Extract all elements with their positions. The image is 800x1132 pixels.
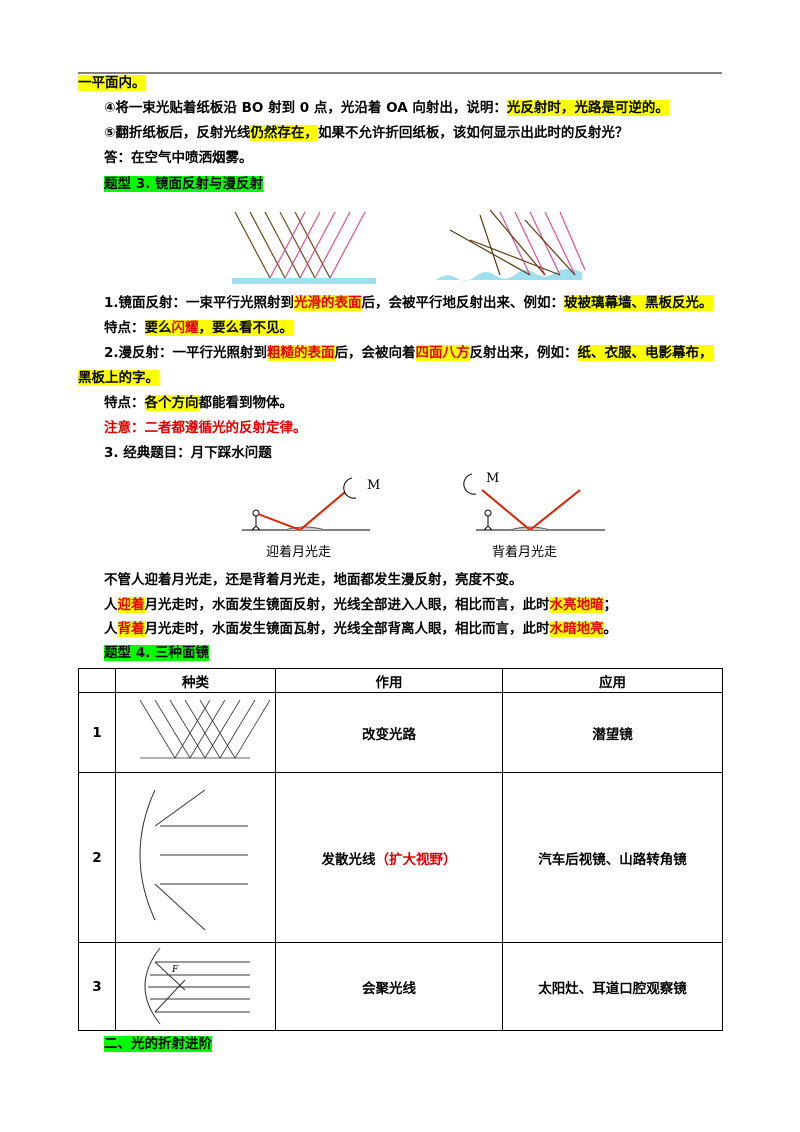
text: 1.镜面反射：一束平行光照射到 [104, 295, 295, 311]
moon-diagram [242, 473, 605, 531]
text: 不管人迎着月光走，还是背着月光走，地面都发生漫反射，亮度不变。 [104, 572, 523, 588]
text: 迎着 [117, 597, 145, 613]
text: 后，会被平行地反射出来、例如： [361, 295, 565, 311]
cell: 会聚光线 [275, 942, 503, 1031]
text: ； [603, 597, 618, 613]
text: 都能看到物体。 [198, 395, 294, 411]
text: 光滑的表面 [294, 295, 362, 311]
text: 人 [104, 597, 118, 613]
text: 四面八方 [415, 345, 470, 361]
text: 注意：二者都遵循光的反射定律。 [104, 420, 307, 436]
text: 仍然存在， [250, 125, 318, 141]
text: 发散光线 [321, 851, 376, 868]
text: 。 [603, 621, 618, 637]
cell: 太阳灶、耳道口腔观察镜 [502, 942, 723, 1031]
moon-label: M [367, 478, 380, 493]
text: ，要么看不见。 [198, 320, 293, 336]
text: 背着 [117, 621, 145, 637]
header-cell: 种类 [115, 668, 276, 693]
text: 闪耀 [171, 320, 199, 336]
text: ④将一束光贴着纸板沿 BO 射到 0 点，光沿着 OA 向射出，说明： [104, 100, 507, 116]
diffuse-diagram [436, 209, 586, 281]
cell: 2 [78, 772, 116, 943]
text: 光反射时，光路是可逆的。 [506, 100, 669, 116]
moon-label: M [486, 471, 499, 486]
text: 反射出来，例如： [469, 345, 578, 361]
text: 如果不允许折回纸板，该如何显示出此时的反射光？ [317, 125, 629, 141]
text: 玻被璃幕墙、黑板反光。 [564, 295, 713, 311]
text: 黑板上的字。 [78, 370, 159, 386]
specular-diagram [232, 211, 376, 284]
diagram-cell [115, 772, 276, 943]
text: 各个方向 [144, 395, 199, 411]
text: 水暗地亮 [549, 621, 604, 637]
header-cell [78, 668, 116, 693]
text: 纸、衣服、电影幕布， [577, 345, 713, 361]
text: 月光走时，水面发生镜面瓦射，光线全部背离人眼，相比而言，此时 [144, 621, 550, 637]
text: 后，会被向着 [334, 345, 416, 361]
text: 水亮地暗 [549, 597, 604, 613]
text: 答：在空气中喷洒烟雾。 [104, 150, 253, 166]
header-cell: 作用 [275, 668, 503, 693]
cell: 3 [78, 942, 116, 1031]
text: 月光走时，水面发生镜面反射，光线全部进入人眼，相比而言，此时 [144, 597, 550, 613]
text: ⑤翻折纸板后，反射光线 [104, 125, 251, 141]
heading: 题型 3. 镜面反射与漫反射 [104, 176, 263, 192]
text: 要么 [144, 320, 172, 336]
mirror-table: 种类 作用 应用 1 改变光路 潜望镜 2 发散光线（扩大视野） 汽车后视镜、山… [78, 668, 723, 1031]
caption: 迎着月光走 [266, 544, 331, 560]
cell: 发散光线（扩大视野） [275, 772, 503, 943]
cell: 1 [78, 692, 116, 773]
text: 特点： [104, 320, 145, 336]
caption: 背着月光走 [492, 544, 557, 560]
diagram-cell [115, 692, 276, 773]
text: 人 [104, 621, 118, 637]
text: 3. 经典题目：月下踩水问题 [104, 445, 272, 461]
text: （扩大视野） [375, 851, 457, 868]
cell: 潜望镜 [502, 692, 723, 773]
heading: 题型 4. 三种面镜 [104, 645, 209, 661]
text: 特点： [104, 395, 145, 411]
cell: 汽车后视镜、山路转角镜 [502, 772, 723, 943]
cell: 改变光路 [275, 692, 503, 773]
text: 2.漫反射：一平行光照射到 [104, 345, 268, 361]
text: 粗糙的表面 [267, 345, 335, 361]
diagram-cell [115, 942, 276, 1031]
heading: 二、光的折射进阶 [104, 1036, 212, 1052]
header-cell: 应用 [502, 668, 723, 693]
text: 一平面内。 [78, 75, 146, 91]
